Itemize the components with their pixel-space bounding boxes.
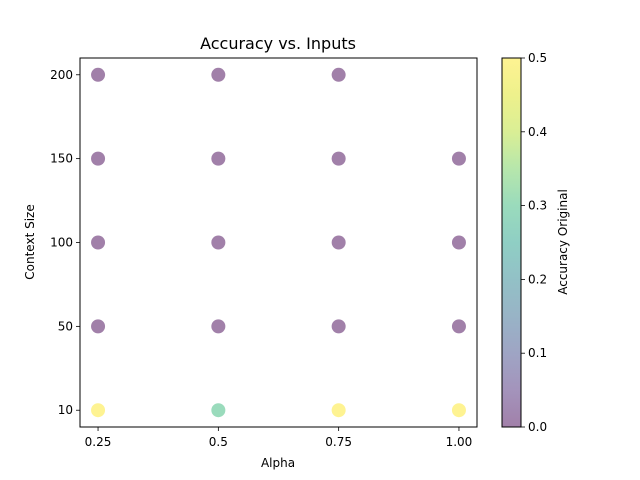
colorbar-ticks: 0.0 0.1 0.2 0.3 0.4 0.5 bbox=[521, 51, 547, 434]
x-axis-label: Alpha bbox=[261, 456, 295, 470]
data-point bbox=[451, 403, 466, 418]
data-point bbox=[211, 151, 226, 166]
colorbar-tick-label: 0.2 bbox=[528, 272, 547, 286]
x-tick-label: 0.25 bbox=[85, 435, 112, 449]
plot-area-frame bbox=[79, 57, 478, 428]
data-point bbox=[211, 403, 226, 418]
data-point bbox=[91, 403, 106, 418]
data-point bbox=[331, 235, 346, 250]
chart-title: Accuracy vs. Inputs bbox=[200, 34, 356, 53]
y-axis-ticks: 10 50 100 150 200 bbox=[50, 68, 80, 417]
data-point bbox=[91, 319, 106, 334]
data-point bbox=[331, 403, 346, 418]
colorbar-label: Accuracy Original bbox=[556, 189, 570, 295]
colorbar-tick-label: 0.3 bbox=[528, 199, 547, 213]
colorbar-gradient bbox=[502, 58, 521, 427]
colorbar-tick-label: 0.1 bbox=[528, 346, 547, 360]
x-axis-ticks: 0.25 0.5 0.75 1.00 bbox=[85, 427, 473, 449]
colorbar-tick-label: 0.0 bbox=[528, 420, 547, 434]
data-point bbox=[331, 319, 346, 334]
data-point bbox=[331, 151, 346, 166]
y-axis-label: Context Size bbox=[23, 204, 37, 279]
data-point bbox=[91, 151, 106, 166]
data-point bbox=[91, 235, 106, 250]
data-point bbox=[211, 67, 226, 82]
data-point bbox=[451, 319, 466, 334]
y-tick-label: 200 bbox=[50, 68, 73, 82]
data-point bbox=[211, 235, 226, 250]
y-tick-label: 100 bbox=[50, 236, 73, 250]
x-tick-label: 0.75 bbox=[325, 435, 352, 449]
y-tick-label: 10 bbox=[58, 403, 73, 417]
colorbar-frame bbox=[501, 57, 522, 428]
data-point bbox=[451, 235, 466, 250]
data-point bbox=[91, 67, 106, 82]
y-tick-label: 50 bbox=[58, 319, 73, 333]
colorbar-tick-label: 0.4 bbox=[528, 125, 547, 139]
points-layer bbox=[91, 67, 466, 418]
colorbar: 0.0 0.1 0.2 0.3 0.4 0.5 Accuracy Original bbox=[501, 51, 570, 434]
data-point bbox=[211, 319, 226, 334]
data-point bbox=[451, 151, 466, 166]
data-point bbox=[331, 67, 346, 82]
x-tick-label: 0.5 bbox=[209, 435, 228, 449]
colorbar-tick-label: 0.5 bbox=[528, 51, 547, 65]
y-tick-label: 150 bbox=[50, 152, 73, 166]
x-tick-label: 1.00 bbox=[446, 435, 473, 449]
